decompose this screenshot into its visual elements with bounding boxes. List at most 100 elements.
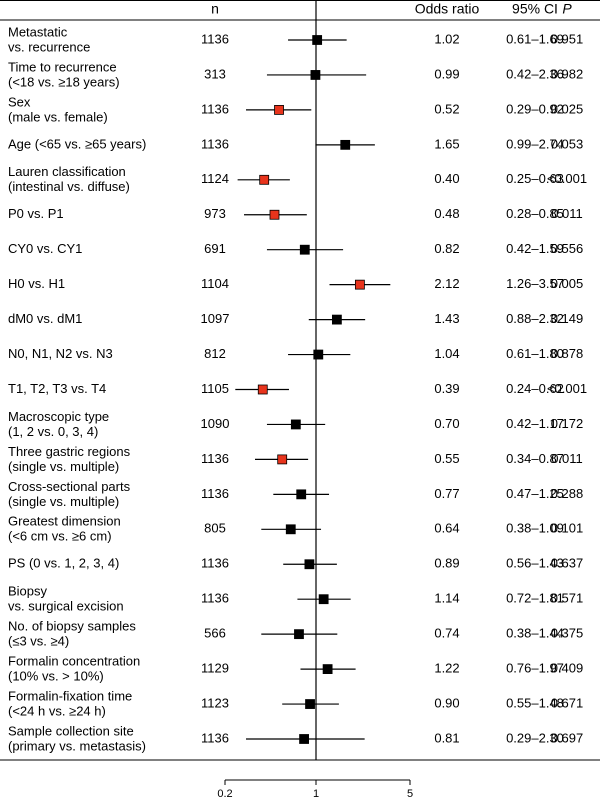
row-label-line2: (1, 2 vs. 0, 3, 4): [8, 424, 98, 439]
row-odds-ratio: 1.22: [434, 661, 459, 676]
row-ci: 0.38–1.09: [506, 521, 564, 536]
row-n: 1136: [201, 136, 229, 151]
row-ci: 0.72–1.81: [506, 591, 564, 606]
row-n: 313: [204, 66, 226, 81]
row-label-line2: (primary vs. metastasis): [8, 738, 146, 753]
row-label: CY0 vs. CY1: [8, 241, 82, 256]
row-odds-ratio: 0.64: [434, 521, 459, 536]
row-ci: 0.56–1.43: [506, 556, 564, 571]
row-label-line2: (10% vs. > 10%): [8, 669, 104, 684]
row-p-value: 0.011: [551, 206, 583, 221]
row-ci: 1.26–3.57: [506, 276, 564, 291]
row-label-line1: Formalin concentration: [8, 654, 140, 669]
row-p-value: 0.982: [551, 66, 584, 81]
point-estimate-significant: [259, 174, 270, 185]
row-label-line1: Biopsy: [8, 584, 48, 599]
point-estimate: [296, 489, 307, 500]
row-odds-ratio: 0.81: [434, 730, 459, 745]
row-p-value: 0.005: [551, 276, 584, 291]
row-p-value: 0.878: [551, 346, 584, 361]
row-p-value: 0.571: [551, 591, 584, 606]
row-ci: 0.88–2.32: [506, 311, 564, 326]
point-estimate: [290, 419, 301, 430]
row-label: H0 vs. H1: [8, 276, 65, 291]
point-estimate: [299, 734, 309, 744]
row-odds-ratio: 0.70: [434, 416, 459, 431]
point-estimate-significant: [354, 279, 365, 290]
row-p-value: 0.172: [551, 416, 584, 431]
header-n: n: [211, 1, 219, 17]
row-label-line1: Cross-sectional parts: [8, 479, 131, 494]
point-estimate: [318, 594, 329, 605]
point-estimate-significant: [277, 454, 288, 465]
row-odds-ratio: 0.90: [434, 695, 459, 710]
row-ci: 0.28–0.85: [506, 206, 564, 221]
row-ci: 0.42–1.17: [506, 416, 564, 431]
row-label-line1: Formalin-fixation time: [8, 688, 132, 703]
x-tick-label: 5: [407, 788, 413, 800]
row-odds-ratio: 0.89: [434, 556, 459, 571]
row-p-value: 0.053: [551, 136, 584, 151]
header-p: P: [562, 1, 572, 17]
row-p-value: 0.556: [551, 241, 584, 256]
row-n: 1129: [201, 661, 229, 676]
row-odds-ratio: 2.12: [434, 276, 459, 291]
row-n: 973: [204, 206, 226, 221]
row-p-value: 0.951: [551, 31, 584, 46]
point-estimate: [304, 559, 315, 570]
row-label-line1: Sex: [8, 94, 31, 109]
row-odds-ratio: 0.82: [434, 241, 459, 256]
row-n: 1097: [201, 311, 230, 326]
row-odds-ratio: 0.55: [434, 451, 459, 466]
row-ci: 0.25–0.63: [506, 171, 564, 186]
row-label-line2: (<24 h vs. ≥24 h): [8, 703, 106, 718]
row-label-line1: Sample collection site: [8, 723, 134, 738]
row-odds-ratio: 0.48: [434, 206, 459, 221]
row-n: 1090: [201, 416, 230, 431]
point-estimate: [322, 664, 333, 674]
header-odds-ratio: Odds ratio: [415, 1, 480, 17]
row-n: 566: [204, 626, 226, 641]
row-p-value: 0.697: [551, 730, 584, 745]
point-estimate: [299, 244, 310, 255]
row-label: P0 vs. P1: [8, 206, 64, 221]
row-ci: 0.61–1.80: [506, 346, 564, 361]
row-ci: 0.29–2.30: [506, 730, 564, 745]
row-ci: 0.29–0.92: [506, 101, 564, 116]
row-ci: 0.55–1.48: [506, 695, 564, 710]
row-n: 1136: [201, 31, 229, 46]
point-estimate: [305, 699, 315, 709]
row-label-line2: (single vs. multiple): [8, 459, 119, 474]
row-ci: 0.47–1.25: [506, 486, 564, 501]
point-estimate: [310, 70, 321, 80]
row-ci: 0.38–1.44: [506, 626, 564, 641]
row-p-value: 0.101: [551, 521, 584, 536]
row-label-line2: (single vs. multiple): [8, 494, 119, 509]
row-n: 1105: [201, 381, 229, 396]
row-ci: 0.24–0.62: [506, 381, 564, 396]
row-odds-ratio: 0.74: [434, 626, 459, 641]
row-n: 1136: [201, 556, 229, 571]
point-estimate: [294, 629, 304, 640]
row-odds-ratio: 0.39: [434, 381, 459, 396]
row-label-line2: (<18 vs. ≥18 years): [8, 74, 120, 89]
row-n: 812: [204, 346, 226, 361]
row-label: T1, T2, T3 vs. T4: [8, 381, 106, 396]
row-label: PS (0 vs. 1, 2, 3, 4): [8, 556, 119, 571]
row-odds-ratio: 1.02: [434, 31, 459, 46]
point-estimate: [312, 35, 323, 45]
row-p-value: 0.671: [551, 695, 584, 710]
row-odds-ratio: 0.99: [434, 66, 459, 81]
row-odds-ratio: 0.52: [434, 101, 459, 116]
row-ci: 0.99–2.74: [506, 136, 564, 151]
point-estimate-significant: [257, 384, 268, 395]
row-label-line1: Greatest dimension: [8, 514, 121, 529]
header-ci: 95% CI: [512, 1, 558, 17]
row-p-value: <0.001: [547, 381, 587, 396]
row-odds-ratio: 1.14: [434, 591, 459, 606]
row-odds-ratio: 1.04: [434, 346, 459, 361]
point-estimate-significant: [269, 209, 280, 220]
row-p-value: 0.025: [551, 101, 584, 116]
row-p-value: 0.409: [551, 661, 584, 676]
